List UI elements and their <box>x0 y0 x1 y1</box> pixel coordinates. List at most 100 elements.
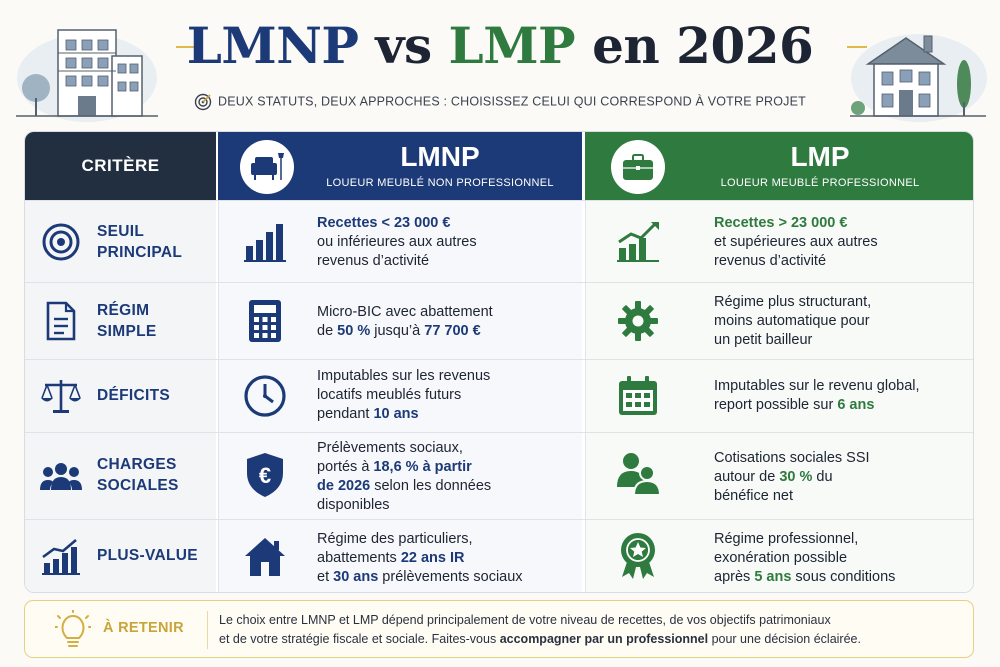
criterion-label: SEUIL PRINCIPAL <box>97 221 210 263</box>
row-seuil-principal: SEUIL PRINCIPAL Recettes < 23 000 € ou i… <box>25 200 973 282</box>
bold-fragment: accompagner par un professionnel <box>499 632 709 646</box>
text-line: revenus d’activité <box>317 253 430 269</box>
criterion-label: DÉFICITS <box>97 385 210 406</box>
page-subtitle: DEUX STATUTS, DEUX APPROCHES : CHOISISSE… <box>0 93 1000 111</box>
text-line: portés à 18,6 % à partir <box>317 458 572 477</box>
criterion-cell: RÉGIM SIMPLE <box>25 283 216 359</box>
text-line: exonération possible <box>714 550 848 566</box>
criterion-line: SIMPLE <box>97 323 157 340</box>
criterion-label: RÉGIM SIMPLE <box>97 300 210 342</box>
text-line: de 50 % jusqu’à 77 700 € <box>317 322 572 341</box>
lmnp-cell: Recettes < 23 000 € ou inférieures aux a… <box>218 201 582 282</box>
rising-chart-icon <box>39 535 83 579</box>
lmp-text: Cotisations sociales SSI autour de 30 % … <box>714 449 965 506</box>
text-fragment: abattements <box>317 550 401 566</box>
lmp-cell: Recettes > 23 000 € et supérieures aux a… <box>585 201 973 282</box>
criterion-line: PLUS-VALUE <box>97 547 198 564</box>
text-line: Micro-BIC avec abattement <box>317 304 493 320</box>
criterion-line: SEUIL <box>97 223 145 240</box>
row-regime-simple: RÉGIM SIMPLE Micro-BIC avec abattement <box>25 282 973 359</box>
text-fragment: jusqu’à <box>370 323 425 339</box>
users-icon <box>614 449 662 497</box>
calendar-icon <box>614 372 662 420</box>
text-line: report possible sur 6 ans <box>714 396 965 415</box>
text-line: Imputables sur le revenu global, <box>714 378 920 394</box>
row-charges-sociales: CHARGES SOCIALES € Prélèvements sociaux,… <box>25 432 973 519</box>
lmnp-highlight: 30 ans <box>333 569 379 585</box>
text-line: bénéfice net <box>714 488 794 504</box>
criterion-line: SOCIALES <box>97 477 179 494</box>
row-deficits: DÉFICITS Imputables sur les revenus loca… <box>25 359 973 432</box>
text-line: après 5 ans sous conditions <box>714 568 965 587</box>
lmnp-header-subtitle: LOUEUR MEUBLÉ NON PROFESSIONNEL <box>326 177 554 189</box>
lmp-cell: Régime plus structurant, moins automatiq… <box>585 283 973 359</box>
lightbulb-icon <box>55 610 91 647</box>
lmp-highlight: 5 ans <box>754 569 792 585</box>
lmnp-highlight: 22 ans IR <box>400 550 465 566</box>
key-takeaway-text: Le choix entre LMNP et LMP dépend princi… <box>219 611 959 649</box>
title-decoration-right <box>847 46 867 48</box>
criterion-cell: DÉFICITS <box>25 360 216 432</box>
house-illustration <box>850 34 987 122</box>
lmnp-highlight: 18,6 % à partir <box>373 459 472 475</box>
comparison-table: CRITÈRE LMNP LOUEUR MEUBLÉ NON PROFESSIO… <box>24 131 974 593</box>
lmnp-highlight: Recettes < 23 000 € <box>317 215 451 231</box>
text-fragment: selon les données <box>370 478 492 494</box>
text-line: autour de 30 % du <box>714 468 965 487</box>
apartment-building-illustration <box>16 29 158 122</box>
lmnp-cell: Imputables sur les revenus locatifs meub… <box>218 360 582 432</box>
text-fragment: après <box>714 569 755 585</box>
briefcase-icon <box>623 154 653 180</box>
text-line: et de votre stratégie fiscale et sociale… <box>219 630 959 649</box>
lmnp-text: Prélèvements sociaux, portés à 18,6 % à … <box>317 439 572 515</box>
text-line: pendant 10 ans <box>317 405 572 424</box>
lmnp-text: Régime des particuliers, abattements 22 … <box>317 530 572 587</box>
lmp-highlight: 6 ans <box>837 397 875 413</box>
lmnp-highlight: de 2026 <box>317 478 371 494</box>
criterion-cell: SEUIL PRINCIPAL <box>25 201 216 282</box>
text-line: ou inférieures aux autres <box>317 234 477 250</box>
text-fragment: et de votre stratégie fiscale et sociale… <box>219 632 500 646</box>
text-fragment: pendant <box>317 406 374 422</box>
title-year: en 2026 <box>592 16 814 75</box>
criterion-label: CHARGES SOCIALES <box>97 454 210 496</box>
calculator-icon <box>241 297 289 345</box>
text-fragment: portés à <box>317 459 374 475</box>
lmp-highlight: Recettes > 23 000 € <box>714 215 848 231</box>
lmnp-header-title: LMNP <box>400 141 480 172</box>
text-line: moins automatique pour <box>714 313 870 329</box>
divider <box>207 611 208 649</box>
armchair-icon <box>251 153 284 180</box>
subtitle-text: DEUX STATUTS, DEUX APPROCHES : CHOISISSE… <box>218 94 806 109</box>
page-title: LMNP vs LMP en 2026 <box>0 16 1000 76</box>
target-arrow-icon <box>194 93 212 111</box>
euro-shield-icon: € <box>241 451 289 499</box>
text-fragment: pour une décision éclairée. <box>708 632 861 646</box>
text-line: revenus d’activité <box>714 253 827 269</box>
gear-icon <box>614 297 662 345</box>
lmnp-highlight: 10 ans <box>373 406 419 422</box>
lmp-header-badge <box>611 140 665 194</box>
text-line: Imputables sur les revenus <box>317 368 491 384</box>
text-line: abattements 22 ans IR <box>317 549 572 568</box>
text-fragment: report possible sur <box>714 397 838 413</box>
text-line: et supérieures aux autres <box>714 234 878 250</box>
lmp-text: Imputables sur le revenu global, report … <box>714 377 965 415</box>
lmnp-cell: Régime des particuliers, abattements 22 … <box>218 520 582 592</box>
clock-icon <box>241 372 289 420</box>
growth-chart-icon <box>614 218 662 266</box>
lmnp-highlight: 77 700 € <box>424 323 481 339</box>
lmp-cell: Imputables sur le revenu global, report … <box>585 360 973 432</box>
lmp-cell: Cotisations sociales SSI autour de 30 % … <box>585 433 973 519</box>
lmp-highlight: 30 % <box>779 469 813 485</box>
lmp-text: Régime plus structurant, moins automatiq… <box>714 293 965 350</box>
lmp-text: Recettes > 23 000 € et supérieures aux a… <box>714 214 965 271</box>
text-fragment: prélèvements sociaux <box>378 569 523 585</box>
lmp-text: Régime professionnel, exonération possib… <box>714 530 965 587</box>
key-takeaway-box: À RETENIR Le choix entre LMNP et LMP dép… <box>24 600 974 658</box>
criterion-line: PRINCIPAL <box>97 244 183 261</box>
scales-icon <box>39 374 83 418</box>
criterion-line: CHARGES <box>97 456 177 473</box>
text-line: Le choix entre LMNP et LMP dépend princi… <box>219 613 831 627</box>
text-line: locatifs meublés futurs <box>317 387 462 403</box>
